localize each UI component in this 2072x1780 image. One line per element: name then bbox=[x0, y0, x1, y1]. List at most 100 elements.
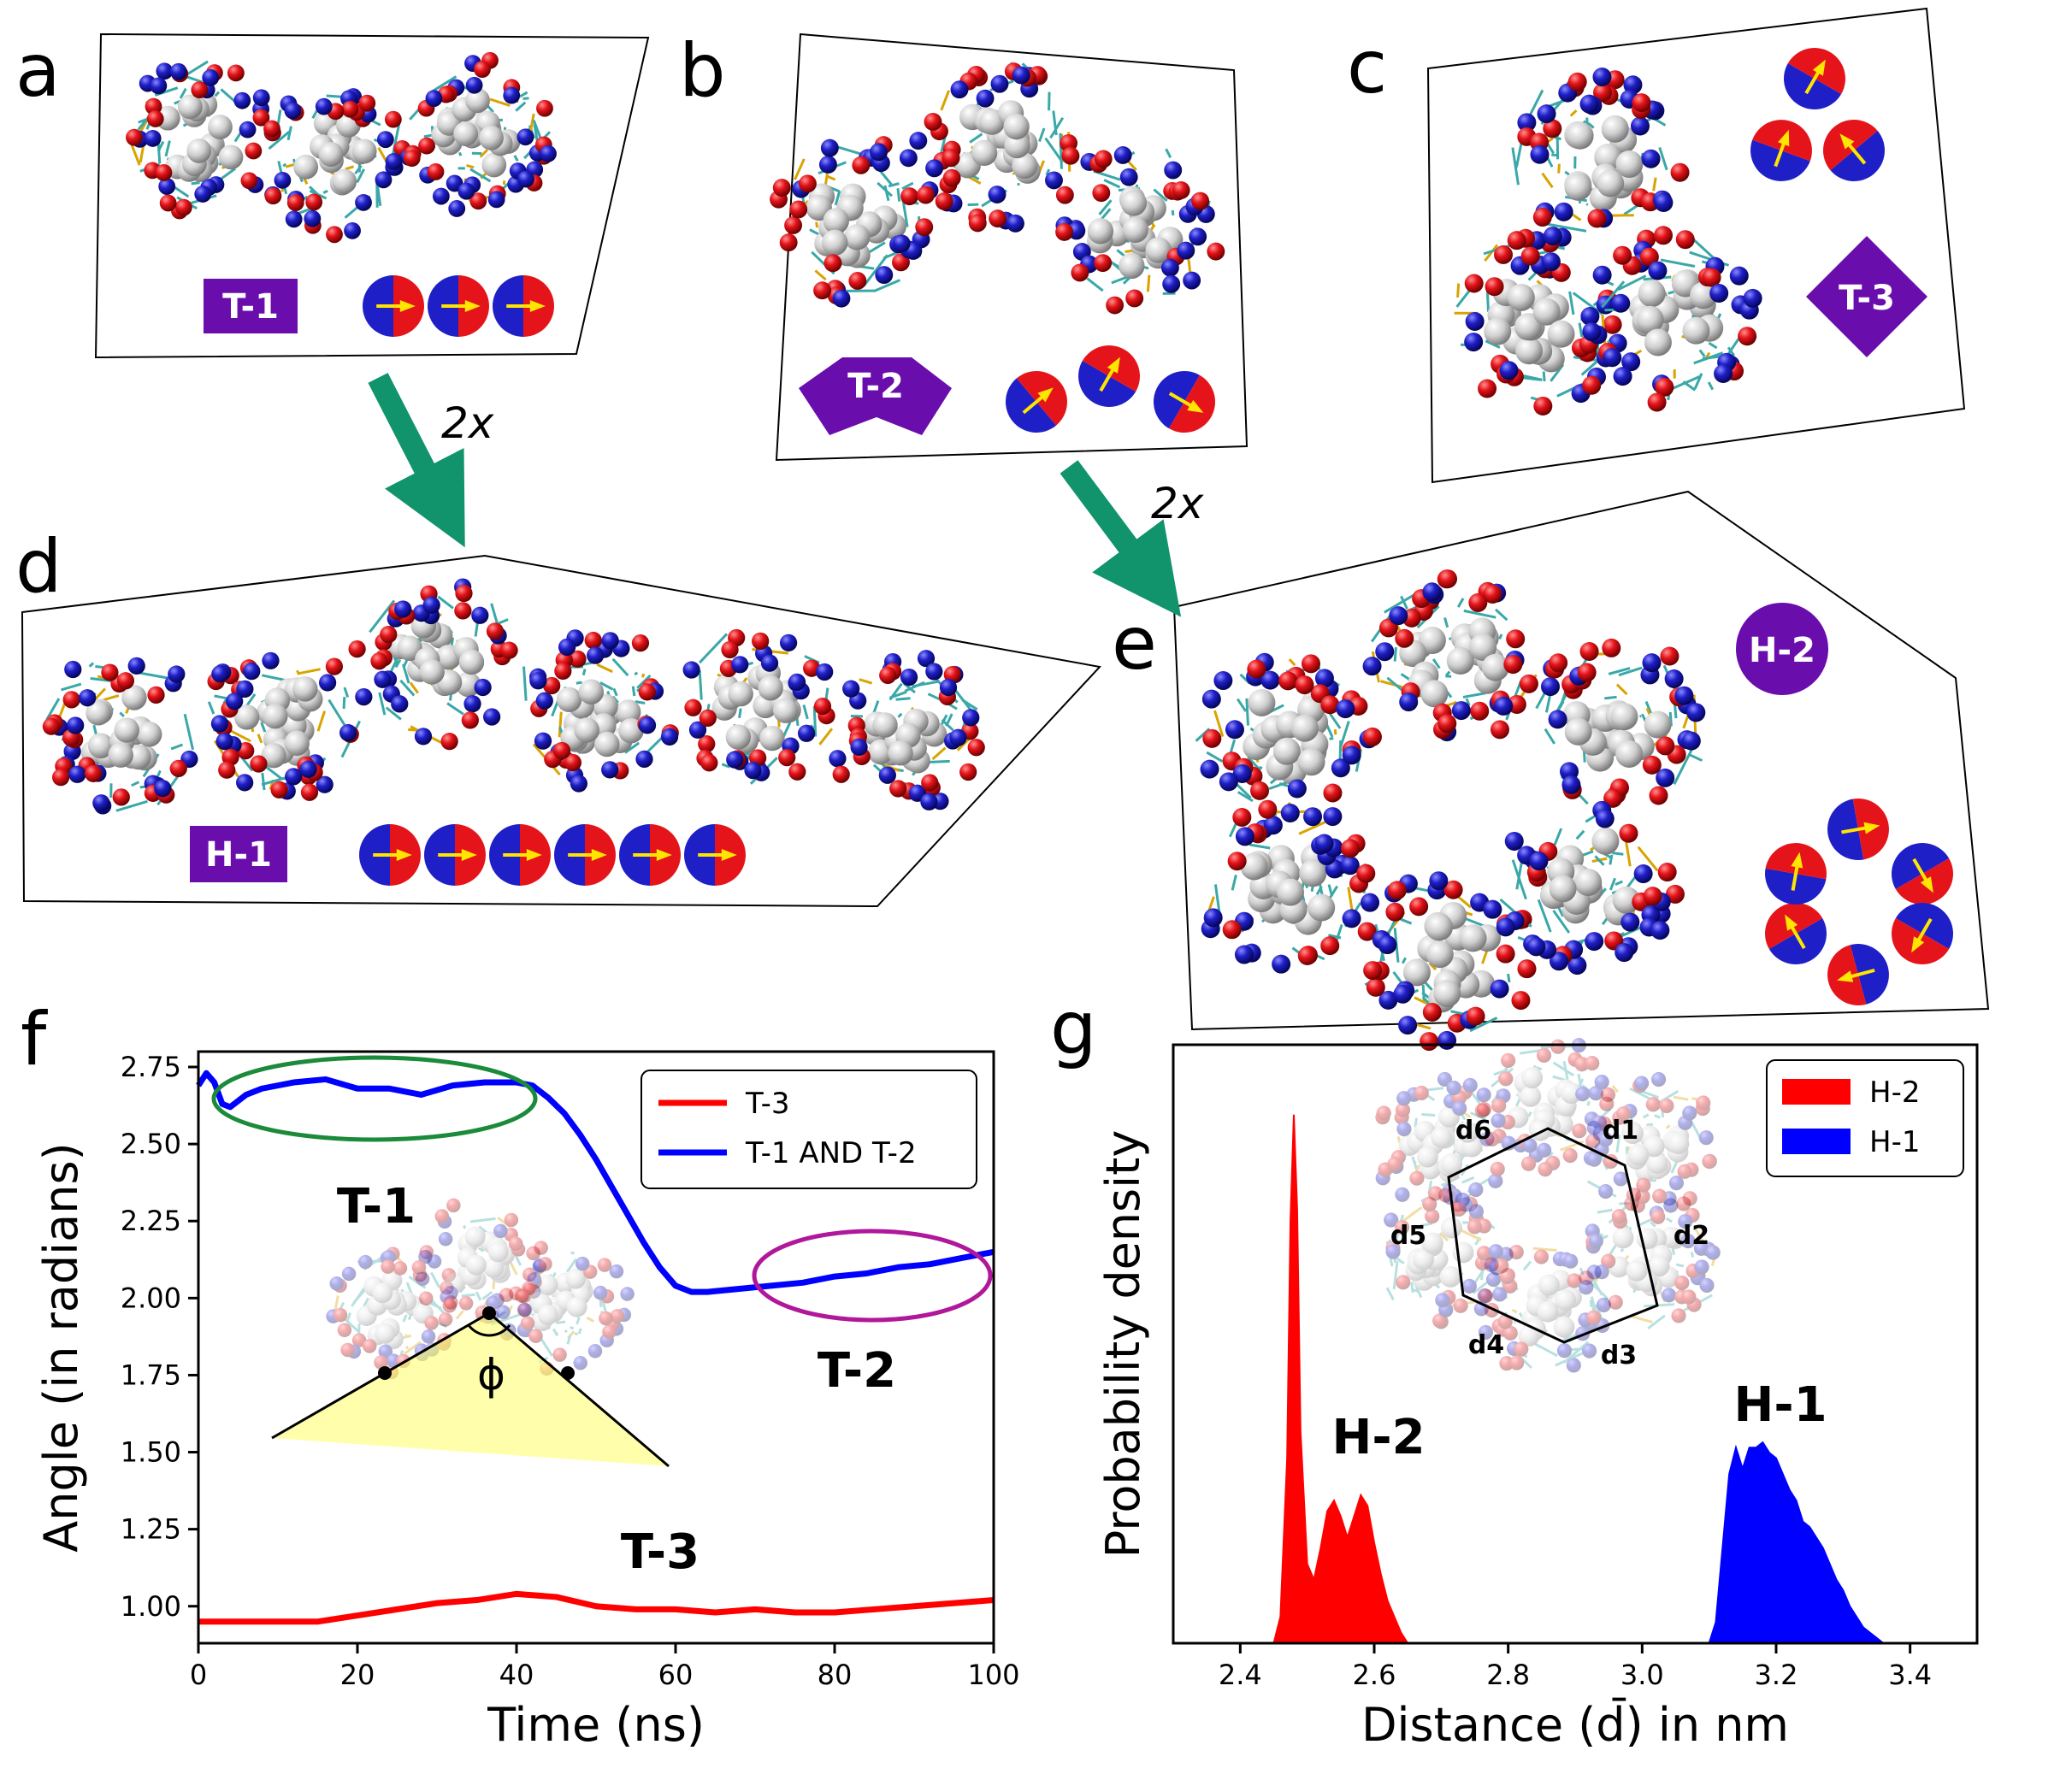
svg-text:T-3: T-3 bbox=[1839, 279, 1895, 318]
multiplier-b: 2x bbox=[1151, 479, 1204, 528]
dipole-b-1 bbox=[1005, 371, 1067, 433]
legend-swatch-g-1 bbox=[1782, 1079, 1851, 1105]
cluster-e-3 bbox=[1535, 638, 1706, 808]
hexagon-label-d3: d3 bbox=[1601, 1341, 1637, 1370]
panel-label-g: g bbox=[1050, 986, 1097, 1071]
hexagon-label-d5: d5 bbox=[1390, 1221, 1426, 1251]
arrow-b-to-e bbox=[1060, 460, 1182, 617]
dipole-a-1 bbox=[363, 275, 424, 337]
hexagon-label-d4: d4 bbox=[1468, 1330, 1504, 1360]
dipole-c-3 bbox=[1823, 120, 1885, 181]
series-line-t3 bbox=[198, 1590, 995, 1625]
dipole-d-1 bbox=[359, 824, 421, 886]
y-tick-label-f: 2.00 bbox=[121, 1282, 181, 1314]
panel-frames bbox=[21, 7, 1990, 1031]
cluster-e-2 bbox=[1362, 569, 1538, 742]
x-tick-label-f: 80 bbox=[818, 1659, 853, 1691]
cluster-a-2 bbox=[263, 88, 422, 244]
legend-label-f-2: T-1 AND T-2 bbox=[745, 1136, 917, 1170]
dipole-e-4 bbox=[1827, 944, 1889, 1005]
cluster-d-4 bbox=[522, 629, 679, 793]
x-tick-label-g: 3.2 bbox=[1755, 1659, 1798, 1691]
inset-node-3 bbox=[561, 1366, 575, 1380]
x-axis-label-f: Time (ns) bbox=[487, 1698, 705, 1752]
inset-node-1 bbox=[378, 1366, 392, 1380]
frame-a bbox=[94, 32, 650, 359]
dipole-c-1 bbox=[1784, 48, 1845, 109]
series-line-t1-t2 bbox=[196, 1070, 995, 1295]
x-tick-label-f: 40 bbox=[499, 1659, 534, 1691]
cluster-b-2 bbox=[909, 62, 1080, 233]
y-tick-label-f: 2.75 bbox=[121, 1051, 181, 1083]
cluster-d-5 bbox=[682, 628, 835, 785]
dipole-d-2 bbox=[424, 824, 486, 886]
cluster-c-2 bbox=[1454, 227, 1627, 416]
x-tick-label-g: 3.4 bbox=[1888, 1659, 1932, 1691]
dipole-a-2 bbox=[428, 275, 489, 337]
inset-angle-triangle bbox=[272, 1313, 669, 1466]
x-tick-label-g: 2.8 bbox=[1486, 1659, 1530, 1691]
inset-hexagon bbox=[1447, 1127, 1659, 1344]
multiplier-a: 2x bbox=[441, 398, 494, 448]
cluster-c-3 bbox=[1579, 226, 1762, 412]
dipole-e-5 bbox=[1765, 903, 1827, 964]
frame-e bbox=[1172, 490, 1990, 1031]
chart-probability-density: d1 d2 d3 d4 d5 d6 2.4 2.6 2.8 3.0 3.2 3.4 Distance (… bbox=[1096, 1043, 1979, 1752]
cluster-b-1 bbox=[770, 136, 939, 308]
cluster-e-6 bbox=[1201, 799, 1380, 974]
plot-frame-g bbox=[1172, 1043, 1979, 1645]
inset-node-2 bbox=[482, 1306, 496, 1320]
cluster-d-2 bbox=[207, 651, 361, 801]
dipole-d-6 bbox=[684, 824, 746, 886]
highlight-ellipse-t2 bbox=[752, 1229, 993, 1323]
cluster-e-4 bbox=[1504, 800, 1685, 975]
annotation-g-1: H-2 bbox=[1331, 1410, 1425, 1465]
panel-label-d: d bbox=[15, 524, 62, 610]
annotation-f-3: T-3 bbox=[621, 1524, 700, 1580]
inset-angle-arc bbox=[467, 1324, 511, 1337]
x-tick-label-f: 20 bbox=[340, 1659, 375, 1691]
svg-text:T-1: T-1 bbox=[222, 287, 279, 327]
panel-label-e: e bbox=[1112, 601, 1157, 687]
badge-t2: T-2 bbox=[799, 357, 952, 435]
cluster-d-6 bbox=[818, 650, 985, 810]
y-tick-label-f: 1.25 bbox=[121, 1513, 181, 1546]
cluster-b-3 bbox=[1055, 146, 1225, 315]
x-tick-label-f: 0 bbox=[190, 1659, 207, 1691]
cluster-a-1 bbox=[126, 60, 281, 220]
dipole-e-3 bbox=[1892, 903, 1953, 964]
panel-label-a: a bbox=[15, 28, 61, 114]
cluster-a-3 bbox=[403, 51, 557, 217]
badge-h1: H-1 bbox=[190, 826, 287, 882]
y-tick-label-f: 1.75 bbox=[121, 1359, 181, 1391]
x-tick-label-g: 2.4 bbox=[1219, 1659, 1262, 1691]
badge-t1: T-1 bbox=[204, 279, 298, 333]
legend-swatch-g-2 bbox=[1782, 1129, 1851, 1154]
y-axis-label-f: Angle (in radians) bbox=[34, 1142, 88, 1552]
x-axis-label-g: Distance (d̄) in nm bbox=[1361, 1698, 1789, 1752]
panel-label-b: b bbox=[679, 28, 726, 114]
x-tick-label-g: 3.0 bbox=[1620, 1659, 1664, 1691]
x-tick-label-f: 100 bbox=[967, 1659, 1019, 1691]
cluster-e-1 bbox=[1195, 652, 1382, 816]
dipole-schematics bbox=[359, 48, 1953, 1005]
legend-g bbox=[1766, 1059, 1964, 1177]
dipole-b-2 bbox=[1078, 345, 1140, 407]
svg-text:T-2: T-2 bbox=[847, 367, 904, 406]
density-area-h-2 bbox=[1272, 1114, 1409, 1644]
y-tick-label-f: 1.50 bbox=[121, 1436, 181, 1469]
svg-text:H-2: H-2 bbox=[1749, 631, 1815, 670]
dipole-c-2 bbox=[1750, 120, 1812, 181]
panel-label-f: f bbox=[21, 997, 48, 1082]
frame-d bbox=[21, 554, 1101, 908]
cluster-inset-g-6 bbox=[1384, 1188, 1514, 1329]
hexagon-label-d6: d6 bbox=[1455, 1116, 1491, 1146]
cluster-inset-g-3 bbox=[1583, 1072, 1717, 1213]
hexagon-label-d2: d2 bbox=[1674, 1221, 1709, 1251]
dipole-b-3 bbox=[1154, 371, 1215, 433]
svg-text:H-1: H-1 bbox=[205, 835, 272, 875]
x-tick-label-g: 2.6 bbox=[1353, 1659, 1396, 1691]
y-tick-label-f: 2.50 bbox=[121, 1128, 181, 1160]
frame-c bbox=[1426, 7, 1966, 484]
cluster-inset-g-5 bbox=[1473, 1244, 1611, 1373]
